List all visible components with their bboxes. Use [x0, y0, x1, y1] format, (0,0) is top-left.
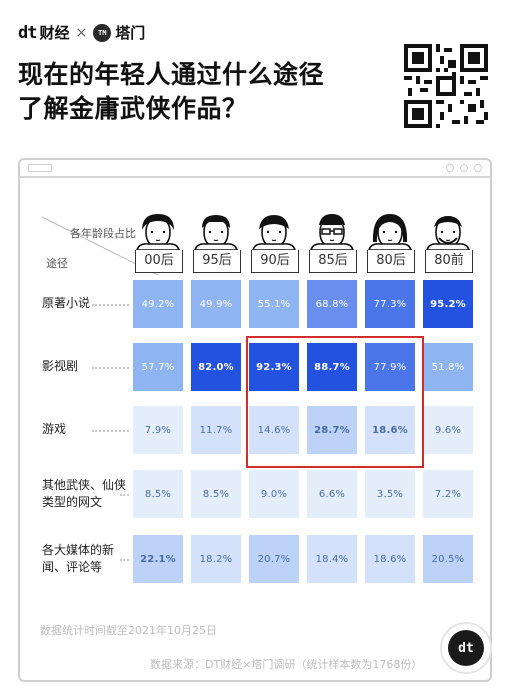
tm-logo: TM 塔门 — [93, 22, 145, 43]
heatmap-cell: 22.1% — [133, 535, 183, 583]
heatmap-cell: 18.6% — [365, 535, 415, 583]
person-avatar-icon — [309, 210, 355, 250]
row-leader-dots — [92, 367, 129, 369]
heatmap-cell: 6.6% — [307, 470, 357, 518]
heatmap-cell: 49.9% — [191, 280, 241, 328]
page-title-line-1: 现在的年轻人通过什么途径 — [18, 60, 325, 89]
tm-badge-icon: TM — [93, 23, 112, 42]
row-leader-dots — [120, 559, 129, 561]
person-avatar-icon — [135, 210, 181, 250]
source-note: 数据来源：DT财经×塔门调研（统计样本数为1768份） — [150, 658, 423, 671]
row-leader-dots — [92, 430, 129, 432]
row-label: 其他武侠、仙侠类型的网文 — [42, 478, 127, 509]
heatmap-cell: 88.7% — [307, 343, 357, 391]
heatmap-cell: 28.7% — [307, 406, 357, 454]
heatmap-cell: 3.5% — [365, 470, 415, 518]
page-title-line-2: 了解金庸武侠作品？ — [18, 94, 248, 123]
person-avatar-icon — [193, 210, 239, 250]
heatmap-cell: 9.0% — [249, 470, 299, 518]
heatmap-cell: 7.9% — [133, 406, 183, 454]
date-note: 数据统计时间截至2021年10月25日 — [40, 624, 217, 637]
age-column-header: 00后 — [135, 210, 183, 273]
tm-logo-name: 塔门 — [115, 24, 146, 42]
heatmap-cell: 18.2% — [191, 535, 241, 583]
age-group-label: 80后 — [367, 250, 415, 273]
dt-logo-icon: dt — [448, 630, 484, 666]
column-header-label: 各年龄段占比 — [70, 227, 136, 240]
person-avatar-icon — [367, 210, 413, 250]
age-column-header: 90后 — [251, 210, 299, 273]
heatmap-cell: 20.5% — [423, 535, 473, 583]
window-title-bar — [20, 160, 490, 178]
heatmap-cell: 77.9% — [365, 343, 415, 391]
heatmap-cell: 51.8% — [423, 343, 473, 391]
heatmap-cell: 8.5% — [191, 470, 241, 518]
window-controls — [446, 164, 482, 172]
row-header-label: 途径 — [46, 257, 68, 270]
person-avatar-icon — [425, 210, 471, 250]
row-label: 各大媒体的新闻、评论等 — [42, 543, 115, 574]
brand-bar: dt 财经 × TM 塔门 — [18, 22, 145, 43]
heatmap-cell: 77.3% — [365, 280, 415, 328]
dt-logo-name: 财经 — [39, 24, 70, 42]
age-column-header: 95后 — [193, 210, 241, 273]
brand-separator: × — [75, 24, 88, 41]
heatmap-cell: 9.6% — [423, 406, 473, 454]
heatmap-cell: 55.1% — [249, 280, 299, 328]
age-column-header: 80前 — [425, 210, 473, 273]
heatmap-cell: 7.2% — [423, 470, 473, 518]
table-corner-header: 各年龄段占比 途径 — [40, 215, 160, 277]
dt-logo: dt 财经 — [18, 22, 70, 43]
heatmap-cell: 14.6% — [249, 406, 299, 454]
heatmap-cell: 8.5% — [133, 470, 183, 518]
heatmap-cell: 68.8% — [307, 280, 357, 328]
age-group-label: 95后 — [193, 250, 241, 273]
row-leader-dots — [92, 304, 129, 306]
heatmap-cell: 11.7% — [191, 406, 241, 454]
age-group-label: 80前 — [425, 250, 473, 273]
age-column-header: 85后 — [309, 210, 357, 273]
heatmap-cell: 18.6% — [365, 406, 415, 454]
window-tab-icon — [28, 164, 52, 172]
row-leader-dots — [120, 494, 129, 496]
dt-logo-mark: dt — [18, 22, 38, 43]
age-column-header: 80后 — [367, 210, 415, 273]
row-label: 原著小说 — [42, 296, 91, 310]
heatmap-cell: 92.3% — [249, 343, 299, 391]
highlight-box — [246, 336, 424, 468]
age-group-label: 00后 — [135, 250, 183, 273]
heatmap-cell: 18.4% — [307, 535, 357, 583]
row-label: 游戏 — [42, 422, 67, 436]
age-group-label: 85后 — [309, 250, 357, 273]
dt-floating-button[interactable]: dt — [440, 622, 492, 674]
heatmap-cell: 49.2% — [133, 280, 183, 328]
qr-code-icon[interactable] — [404, 44, 488, 128]
row-label: 影视剧 — [42, 359, 79, 373]
age-group-label: 90后 — [251, 250, 299, 273]
chart-window: 各年龄段占比 途径 00后 95后 90后 85后 80后 80前 原著小说 49.2% 49… — [18, 158, 492, 682]
heatmap-cell: 95.2% — [423, 280, 473, 328]
heatmap-cell: 57.7% — [133, 343, 183, 391]
person-avatar-icon — [251, 210, 297, 250]
heatmap-cell: 20.7% — [249, 535, 299, 583]
heatmap-cell: 82.0% — [191, 343, 241, 391]
page-title: 现在的年轻人通过什么途径 了解金庸武侠作品？ — [18, 58, 398, 126]
